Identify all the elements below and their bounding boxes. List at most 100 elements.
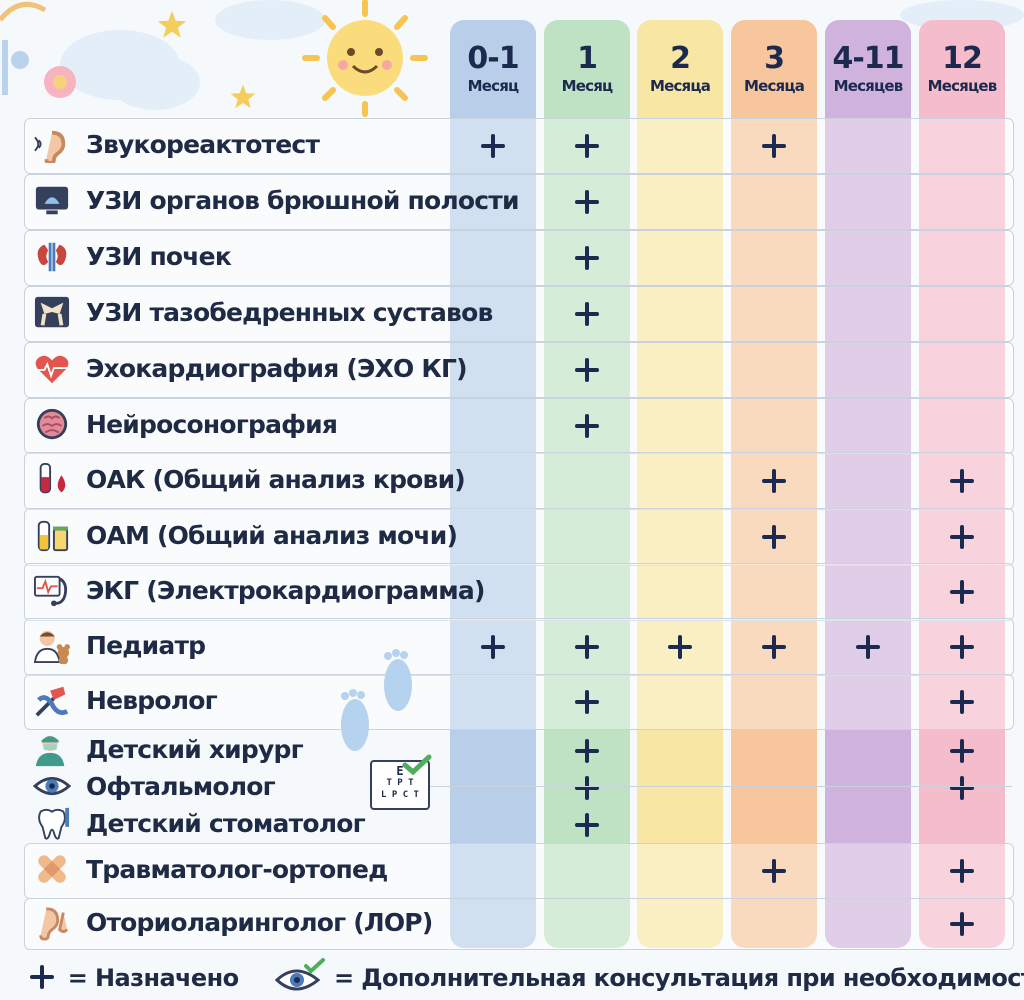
check-mark-icon xyxy=(402,754,432,776)
ecg-stethoscope-icon xyxy=(32,573,72,609)
tooth-icon xyxy=(32,806,72,842)
column-age-number: 3 xyxy=(764,41,785,76)
plus-mark xyxy=(950,776,974,800)
row-label: Невролог xyxy=(86,686,218,715)
brain-icon xyxy=(32,407,72,443)
row-label: УЗИ тазобедренных суставов xyxy=(86,298,493,327)
plus-mark xyxy=(950,739,974,763)
plus-mark xyxy=(950,859,974,883)
star-icon xyxy=(230,84,256,109)
column-age-unit: Месяц xyxy=(467,77,520,95)
row-label: Оториоларинголог (ЛОР) xyxy=(86,908,433,937)
row-label: Травматолог-ортопед xyxy=(86,855,388,884)
eye-chart-line-1: E xyxy=(396,764,404,778)
plus-mark xyxy=(762,469,786,493)
pediatrician-icon xyxy=(32,628,72,665)
table-row: ОАК (Общий анализ крови) xyxy=(24,452,1012,508)
table-row: Невролог xyxy=(24,674,1012,728)
plus-mark xyxy=(575,246,599,270)
bandage-icon xyxy=(32,852,72,888)
plus-icon xyxy=(30,965,54,989)
plus-mark xyxy=(762,134,786,158)
table-row: Травматолог-ортопед xyxy=(24,843,1012,897)
plus-mark xyxy=(762,859,786,883)
table-row: Детский стоматолог xyxy=(24,805,1012,843)
plus-mark xyxy=(762,635,786,659)
row-label: Эхокардиография (ЭХО КГ) xyxy=(86,354,468,383)
plus-mark xyxy=(575,190,599,214)
row-label: ОАМ (Общий анализ мочи) xyxy=(86,521,458,550)
row-label: УЗИ почек xyxy=(86,242,232,271)
row-label: Детский стоматолог xyxy=(86,809,366,838)
plus-mark xyxy=(575,414,599,438)
ultrasound-monitor-icon xyxy=(32,183,72,219)
table-row: Звукореактотест xyxy=(24,118,1012,172)
baby-footprints-icon xyxy=(341,649,412,751)
cloud-decoration xyxy=(215,0,325,40)
star-icon xyxy=(157,10,187,38)
column-age-unit: Месяцев xyxy=(927,77,998,95)
table-row: УЗИ тазобедренных суставов xyxy=(24,286,1012,340)
plus-mark xyxy=(762,525,786,549)
sun-icon xyxy=(302,0,428,117)
column-header: 0-1 Месяц xyxy=(450,20,536,96)
table-row-frame xyxy=(24,843,1014,899)
eye-chart-line-2: T P T xyxy=(386,778,414,788)
plus-mark xyxy=(950,690,974,714)
urine-tube-icon xyxy=(32,518,72,554)
row-label: Офтальмолог xyxy=(86,772,276,801)
row-divider xyxy=(430,786,1012,787)
table-row: Эхокардиография (ЭХО КГ) xyxy=(24,342,1012,396)
blood-tube-icon xyxy=(32,462,72,498)
table-row-frame xyxy=(24,452,1014,510)
table-row-frame xyxy=(24,398,1014,454)
plus-mark xyxy=(950,525,974,549)
table-row-frame xyxy=(24,118,1014,174)
column-age-unit: Месяцев xyxy=(833,77,904,95)
table-row-frame xyxy=(24,342,1014,398)
column-age-number: 12 xyxy=(942,41,983,76)
cloud-decoration xyxy=(110,55,200,110)
legend-eye-text: = Дополнительная консультация при необхо… xyxy=(334,964,1024,992)
table-row: Оториоларинголог (ЛОР) xyxy=(24,898,1012,948)
plus-mark xyxy=(481,635,505,659)
column-age-number: 4-11 xyxy=(832,41,904,76)
table-row-frame xyxy=(24,618,1014,676)
column-age-unit: Месяца xyxy=(649,77,711,95)
kidneys-icon xyxy=(32,239,72,275)
plus-mark xyxy=(950,912,974,936)
eye-check-icon xyxy=(275,958,326,991)
ent-ear-nose-icon xyxy=(32,905,72,941)
table-row-frame xyxy=(24,286,1014,342)
column-header: 2 Месяца xyxy=(637,20,723,96)
plus-mark xyxy=(575,358,599,382)
table-row-frame xyxy=(24,563,1014,621)
plus-mark xyxy=(575,776,599,800)
table-row: Офтальмолог xyxy=(24,769,1012,805)
eye-chart-card: E T P T L P C T xyxy=(370,760,430,810)
legend-plus-text: = Назначено xyxy=(67,964,239,992)
row-label: Нейросонография xyxy=(86,410,338,439)
column-age-number: 2 xyxy=(670,41,691,76)
plus-mark xyxy=(575,739,599,763)
row-label: УЗИ органов брюшной полости xyxy=(86,186,519,215)
table-row-frame xyxy=(24,230,1014,286)
eye-chart-line-3: L P C T xyxy=(381,790,419,800)
table-row: Педиатр xyxy=(24,618,1012,674)
plus-mark xyxy=(575,302,599,326)
column-header: 12 Месяцев xyxy=(919,20,1005,96)
column-header: 4-11 Месяцев xyxy=(825,20,911,96)
column-age-number: 1 xyxy=(577,41,598,76)
plus-mark xyxy=(481,134,505,158)
plus-mark xyxy=(856,635,880,659)
table-row-frame xyxy=(24,674,1014,730)
table-row-frame xyxy=(24,174,1014,230)
column-age-unit: Месяца xyxy=(743,77,805,95)
table-row: Детский хирург xyxy=(24,731,1012,769)
heart-pulse-icon xyxy=(32,351,72,387)
table-row: ЭКГ (Электрокардиограмма) xyxy=(24,563,1012,619)
row-label: ОАК (Общий анализ крови) xyxy=(86,465,466,494)
plus-mark xyxy=(950,469,974,493)
plus-mark xyxy=(575,690,599,714)
table-row: УЗИ почек xyxy=(24,230,1012,284)
